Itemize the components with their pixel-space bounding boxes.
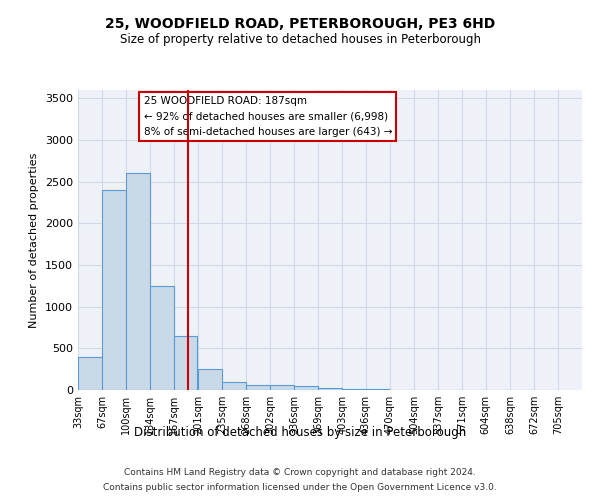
Bar xyxy=(173,336,197,390)
Bar xyxy=(126,174,149,390)
Y-axis label: Number of detached properties: Number of detached properties xyxy=(29,152,40,328)
Bar xyxy=(198,369,222,390)
Bar xyxy=(342,389,366,390)
Text: 25 WOODFIELD ROAD: 187sqm
← 92% of detached houses are smaller (6,998)
8% of sem: 25 WOODFIELD ROAD: 187sqm ← 92% of detac… xyxy=(143,96,392,137)
Bar xyxy=(270,384,294,390)
Text: Distribution of detached houses by size in Peterborough: Distribution of detached houses by size … xyxy=(134,426,466,439)
Text: 25, WOODFIELD ROAD, PETERBOROUGH, PE3 6HD: 25, WOODFIELD ROAD, PETERBOROUGH, PE3 6H… xyxy=(105,18,495,32)
Text: Contains HM Land Registry data © Crown copyright and database right 2024.: Contains HM Land Registry data © Crown c… xyxy=(124,468,476,477)
Bar xyxy=(318,388,341,390)
Bar xyxy=(78,356,102,390)
Text: Size of property relative to detached houses in Peterborough: Size of property relative to detached ho… xyxy=(119,32,481,46)
Bar xyxy=(295,386,318,390)
Bar xyxy=(222,382,246,390)
Bar xyxy=(246,384,269,390)
Bar xyxy=(102,190,126,390)
Text: Contains public sector information licensed under the Open Government Licence v3: Contains public sector information licen… xyxy=(103,483,497,492)
Bar xyxy=(150,286,174,390)
